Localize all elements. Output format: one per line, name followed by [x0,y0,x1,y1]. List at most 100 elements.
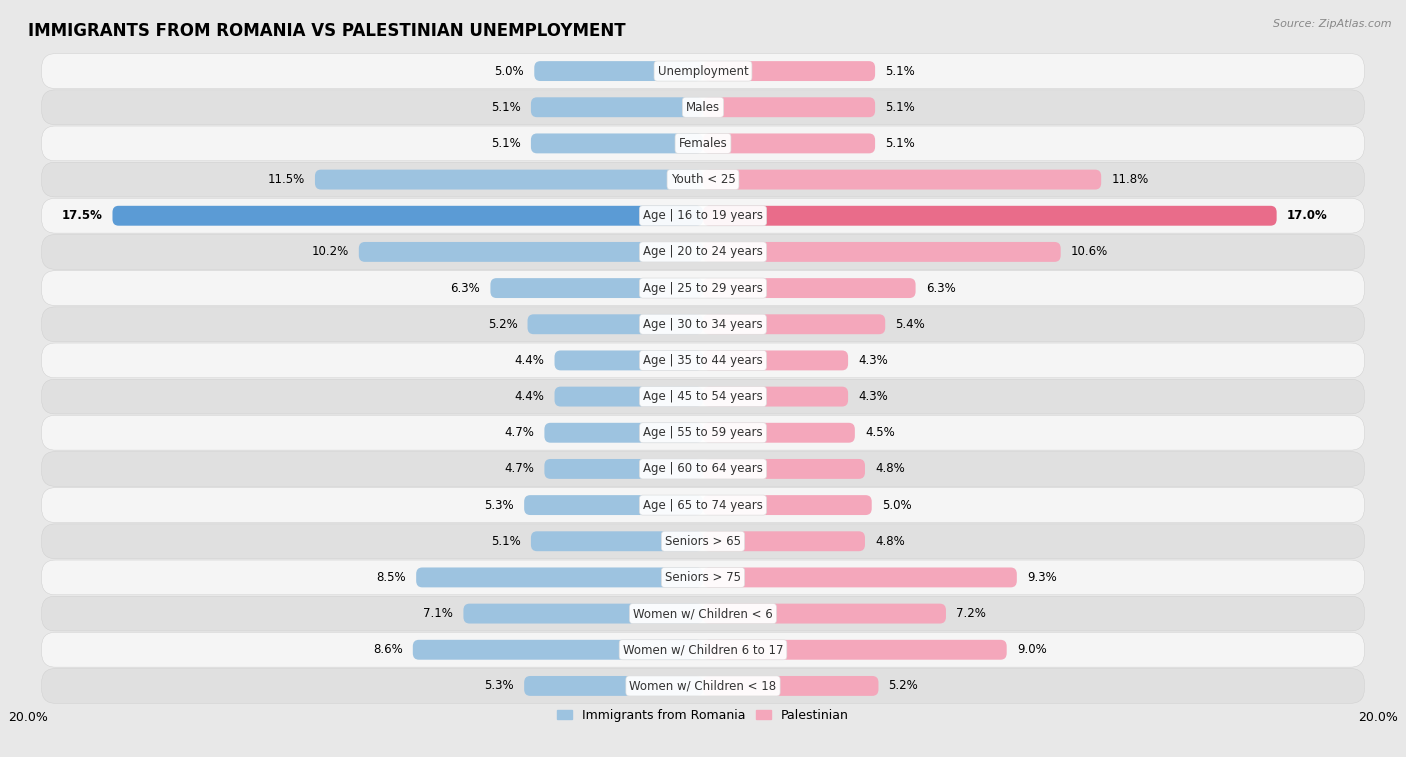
Text: 5.0%: 5.0% [882,499,911,512]
FancyBboxPatch shape [531,98,703,117]
FancyBboxPatch shape [703,170,1101,189]
FancyBboxPatch shape [703,603,946,624]
FancyBboxPatch shape [703,242,1060,262]
FancyBboxPatch shape [42,632,1364,667]
FancyBboxPatch shape [703,568,1017,587]
FancyBboxPatch shape [42,54,1364,89]
Text: 4.5%: 4.5% [865,426,894,439]
FancyBboxPatch shape [703,387,848,407]
FancyBboxPatch shape [42,560,1364,595]
FancyBboxPatch shape [42,126,1364,160]
Text: 5.1%: 5.1% [491,101,520,114]
FancyBboxPatch shape [534,61,703,81]
Text: 17.5%: 17.5% [62,209,103,223]
FancyBboxPatch shape [703,206,1277,226]
Text: 5.3%: 5.3% [485,499,515,512]
FancyBboxPatch shape [42,597,1364,631]
Text: 8.6%: 8.6% [373,643,402,656]
Text: 4.3%: 4.3% [858,390,889,403]
Text: Age | 20 to 24 years: Age | 20 to 24 years [643,245,763,258]
Text: 5.2%: 5.2% [889,680,918,693]
Text: 10.2%: 10.2% [312,245,349,258]
Text: Youth < 25: Youth < 25 [671,173,735,186]
FancyBboxPatch shape [703,640,1007,659]
Text: 6.3%: 6.3% [925,282,956,294]
Text: 4.8%: 4.8% [875,463,905,475]
FancyBboxPatch shape [42,488,1364,522]
FancyBboxPatch shape [544,423,703,443]
Text: 4.7%: 4.7% [505,426,534,439]
FancyBboxPatch shape [112,206,703,226]
FancyBboxPatch shape [703,278,915,298]
FancyBboxPatch shape [42,235,1364,269]
Text: 4.4%: 4.4% [515,390,544,403]
FancyBboxPatch shape [42,162,1364,197]
FancyBboxPatch shape [703,98,875,117]
Text: 5.0%: 5.0% [495,64,524,77]
FancyBboxPatch shape [703,133,875,154]
FancyBboxPatch shape [42,90,1364,125]
Text: Source: ZipAtlas.com: Source: ZipAtlas.com [1274,19,1392,29]
FancyBboxPatch shape [524,676,703,696]
FancyBboxPatch shape [527,314,703,334]
Text: 5.2%: 5.2% [488,318,517,331]
Text: IMMIGRANTS FROM ROMANIA VS PALESTINIAN UNEMPLOYMENT: IMMIGRANTS FROM ROMANIA VS PALESTINIAN U… [28,22,626,40]
FancyBboxPatch shape [42,379,1364,414]
Text: 5.1%: 5.1% [886,137,915,150]
Text: 6.3%: 6.3% [450,282,481,294]
Text: 7.2%: 7.2% [956,607,986,620]
Text: Unemployment: Unemployment [658,64,748,77]
Text: 4.8%: 4.8% [875,534,905,548]
FancyBboxPatch shape [42,452,1364,486]
FancyBboxPatch shape [531,531,703,551]
Legend: Immigrants from Romania, Palestinian: Immigrants from Romania, Palestinian [553,704,853,727]
FancyBboxPatch shape [703,531,865,551]
Text: 9.3%: 9.3% [1026,571,1057,584]
Text: 8.5%: 8.5% [377,571,406,584]
Text: 5.1%: 5.1% [886,101,915,114]
Text: Women w/ Children 6 to 17: Women w/ Children 6 to 17 [623,643,783,656]
FancyBboxPatch shape [703,314,886,334]
Text: 5.4%: 5.4% [896,318,925,331]
Text: Age | 60 to 64 years: Age | 60 to 64 years [643,463,763,475]
Text: 17.0%: 17.0% [1286,209,1327,223]
FancyBboxPatch shape [703,423,855,443]
Text: Males: Males [686,101,720,114]
FancyBboxPatch shape [703,61,875,81]
Text: 7.1%: 7.1% [423,607,453,620]
FancyBboxPatch shape [42,343,1364,378]
Text: Age | 65 to 74 years: Age | 65 to 74 years [643,499,763,512]
Text: 5.3%: 5.3% [485,680,515,693]
FancyBboxPatch shape [413,640,703,659]
Text: Age | 25 to 29 years: Age | 25 to 29 years [643,282,763,294]
Text: Seniors > 65: Seniors > 65 [665,534,741,548]
Text: 10.6%: 10.6% [1071,245,1108,258]
FancyBboxPatch shape [42,271,1364,305]
Text: 11.8%: 11.8% [1111,173,1149,186]
FancyBboxPatch shape [42,668,1364,703]
Text: Age | 16 to 19 years: Age | 16 to 19 years [643,209,763,223]
FancyBboxPatch shape [554,387,703,407]
Text: 5.1%: 5.1% [886,64,915,77]
Text: 11.5%: 11.5% [267,173,305,186]
FancyBboxPatch shape [315,170,703,189]
Text: 9.0%: 9.0% [1017,643,1046,656]
FancyBboxPatch shape [554,350,703,370]
Text: Age | 55 to 59 years: Age | 55 to 59 years [643,426,763,439]
FancyBboxPatch shape [544,459,703,479]
FancyBboxPatch shape [464,603,703,624]
FancyBboxPatch shape [531,133,703,154]
Text: 4.4%: 4.4% [515,354,544,367]
Text: Females: Females [679,137,727,150]
Text: 5.1%: 5.1% [491,137,520,150]
FancyBboxPatch shape [416,568,703,587]
FancyBboxPatch shape [42,524,1364,559]
FancyBboxPatch shape [491,278,703,298]
Text: 5.1%: 5.1% [491,534,520,548]
Text: Age | 30 to 34 years: Age | 30 to 34 years [643,318,763,331]
FancyBboxPatch shape [703,459,865,479]
FancyBboxPatch shape [703,495,872,515]
FancyBboxPatch shape [42,198,1364,233]
Text: Women w/ Children < 18: Women w/ Children < 18 [630,680,776,693]
FancyBboxPatch shape [703,676,879,696]
